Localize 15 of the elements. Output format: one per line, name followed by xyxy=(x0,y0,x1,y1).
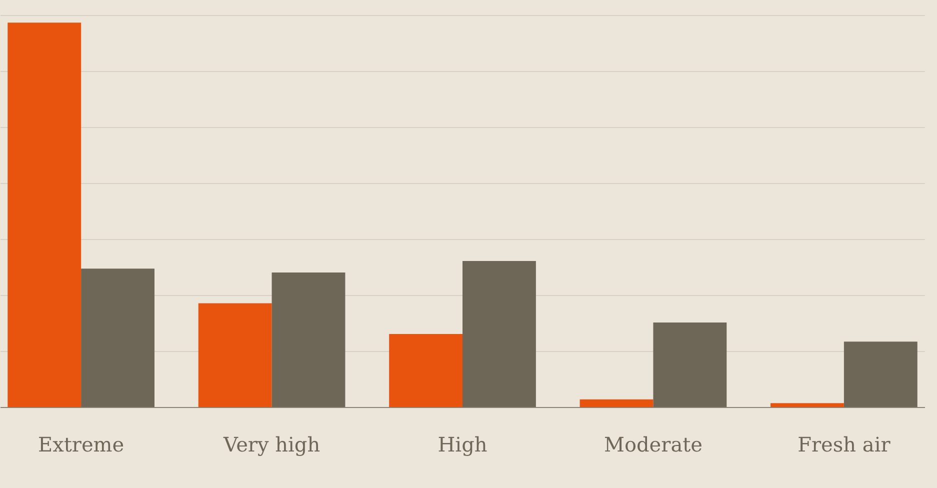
x-tick-label: Extreme xyxy=(38,432,124,456)
bar xyxy=(462,260,536,407)
x-tick-label: Moderate xyxy=(604,432,702,456)
bar xyxy=(580,399,654,407)
x-tick-label: Very high xyxy=(222,432,320,456)
bar xyxy=(198,303,272,407)
bar xyxy=(653,322,727,407)
x-tick-label: Fresh air xyxy=(798,432,891,456)
bar xyxy=(770,403,844,407)
bar xyxy=(81,268,154,407)
bar xyxy=(272,272,346,407)
bar xyxy=(389,334,462,407)
bar xyxy=(844,342,918,407)
bar xyxy=(8,22,82,407)
x-tick-label: High xyxy=(438,432,488,456)
